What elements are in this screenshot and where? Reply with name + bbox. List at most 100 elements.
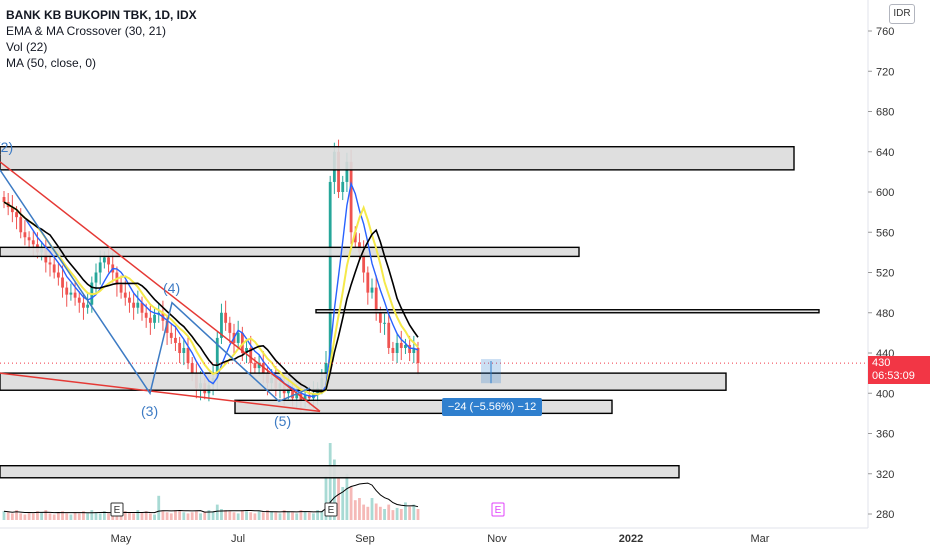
y-tick-label: 360 [876, 429, 894, 441]
earnings-marker [110, 502, 124, 517]
time-axis: May Jul Sep Nov 2022 Mar [111, 533, 770, 545]
candle-body [378, 312, 382, 323]
x-tick-label: Sep [355, 533, 375, 545]
candle-body [228, 322, 232, 333]
candle-body [307, 395, 311, 399]
elliott-wave-path [0, 169, 311, 403]
candle-body [132, 302, 136, 308]
candle-body [73, 292, 77, 298]
overlays: (2) (3) (4) (5) E E E [0, 139, 868, 517]
candle-body [153, 314, 156, 323]
volume-bar [15, 510, 18, 520]
volume-bar [44, 510, 48, 520]
candle-body [295, 393, 299, 399]
volume-bar [245, 511, 248, 520]
volume-bar [136, 510, 140, 520]
candle-body [140, 302, 144, 313]
volume-bar [199, 513, 202, 520]
candle-body [98, 262, 102, 273]
candle-body [169, 332, 173, 338]
price-zone [315, 309, 820, 314]
candle-body [65, 287, 69, 295]
candle-body [178, 342, 182, 353]
indicator-ma50[interactable]: MA (50, close, 0) [6, 56, 97, 70]
candle-body [31, 240, 35, 245]
candle-body [190, 363, 194, 374]
x-tick-label: Jul [231, 533, 245, 545]
volume-bars [2, 443, 420, 520]
candle-body [362, 252, 366, 273]
volume-bar [328, 443, 332, 520]
volume-bar [383, 509, 386, 520]
indicator-ema-ma[interactable]: EMA & MA Crossover (30, 21) [6, 24, 167, 38]
candle-body [174, 337, 177, 343]
volume-bar [178, 511, 182, 520]
earnings-marker [491, 502, 505, 517]
volume-bar [174, 510, 177, 520]
candle-body [119, 284, 123, 293]
candle-body [123, 292, 127, 298]
currency-button[interactable]: IDR [889, 4, 915, 24]
volume-bar [362, 504, 366, 520]
volume-bar [69, 514, 73, 520]
y-tick-label: 280 [876, 509, 894, 521]
volume-bar [320, 511, 324, 520]
candle-body [249, 347, 253, 364]
candle-body [77, 297, 81, 303]
x-tick-label: Nov [487, 533, 507, 545]
volume-bar [6, 512, 10, 520]
price-zone [0, 465, 680, 479]
volume-bar [316, 510, 320, 520]
candle-body [15, 212, 18, 218]
candle-body [366, 272, 370, 293]
lower-trend-line [0, 372, 321, 413]
candle-body [374, 287, 378, 313]
volume-bar [169, 513, 173, 520]
volume-bar [165, 512, 169, 520]
y-tick-label: 760 [876, 26, 894, 38]
volume-bar [153, 514, 156, 520]
volume-bar [324, 476, 328, 520]
volume-bar [312, 513, 315, 520]
volume-bar [378, 506, 382, 520]
volume-bar [211, 511, 215, 520]
volume-bar [404, 502, 407, 520]
volume-bar [52, 514, 56, 520]
volume-bar [144, 511, 148, 520]
candle-body [224, 312, 228, 323]
price-zone [0, 246, 580, 258]
earnings-marker [324, 502, 338, 517]
price-zone [0, 146, 795, 171]
volume-bar [10, 513, 14, 520]
volume-bar [36, 511, 39, 520]
volume-bar [194, 511, 198, 520]
candle-body [82, 302, 85, 308]
volume-bar [123, 511, 127, 520]
volume-bar [349, 487, 353, 520]
volume-bar [387, 504, 391, 520]
volume-bar [215, 504, 219, 520]
volume-bar [341, 487, 345, 520]
y-tick-label: 720 [876, 66, 894, 78]
earnings-marker-label: E [328, 505, 335, 516]
candle-body [48, 262, 52, 265]
volume-bar [307, 512, 311, 520]
volume-bar [94, 512, 98, 520]
volume-bar [291, 512, 294, 520]
candle-body [253, 363, 257, 369]
y-tick-label: 480 [876, 308, 894, 320]
candle-body [416, 347, 420, 364]
candle-body [383, 322, 386, 324]
candle-body [56, 272, 60, 278]
volume-bar [358, 498, 361, 520]
volume-bar [295, 513, 299, 520]
x-tick-label: May [111, 533, 132, 545]
candle-body [215, 337, 219, 379]
earnings-marker-label: E [495, 505, 502, 516]
volume-bar [412, 504, 416, 520]
candle-body [387, 322, 391, 348]
volume-bar [77, 513, 81, 520]
candle-body [328, 181, 332, 364]
indicator-volume[interactable]: Vol (22) [6, 40, 48, 54]
